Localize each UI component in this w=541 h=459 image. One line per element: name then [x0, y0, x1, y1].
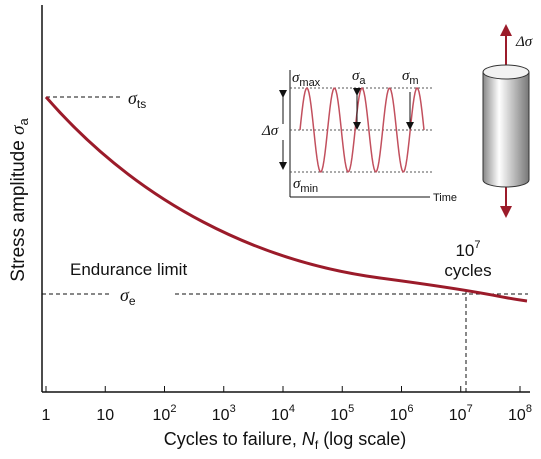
text: (log scale) — [318, 429, 406, 449]
superscript: 5 — [348, 403, 354, 415]
sigma-m: σm — [402, 68, 419, 87]
symbol: σ — [120, 285, 130, 305]
text: Cycles to failure, — [164, 429, 302, 449]
symbol: σ — [8, 125, 29, 135]
subscript: a — [359, 75, 366, 87]
subscript: f — [315, 438, 319, 452]
x-axis-label: Cycles to failure, Nf (log scale) — [164, 429, 406, 452]
base: 10 — [449, 407, 467, 424]
x-tick-label: 1 — [42, 407, 51, 424]
specimen-delta-sigma: Δσ — [515, 34, 533, 50]
time-label: Time — [433, 192, 457, 204]
stress-wave — [299, 86, 425, 173]
symbol: σ — [402, 68, 410, 84]
cylinder-body — [482, 71, 530, 188]
sigma-ts-label: σts — [128, 88, 146, 111]
symbol: σ — [292, 70, 300, 86]
x-tick-label: 105 — [330, 403, 354, 424]
symbol: σ — [128, 88, 138, 108]
sn-curve — [44, 96, 528, 303]
x-tick-label: 106 — [390, 403, 414, 424]
x-tick-label: 103 — [212, 403, 236, 424]
subscript: max — [299, 77, 320, 89]
superscript: 7 — [467, 403, 473, 415]
symbol: N — [302, 429, 316, 449]
subscript: ts — [137, 97, 146, 111]
symbol: σ — [293, 176, 301, 192]
x-tick-label: 108 — [508, 403, 532, 424]
delta-sigma: Δσ — [261, 123, 279, 139]
subscript: min — [300, 183, 318, 195]
cylinder-top — [482, 64, 530, 80]
superscript: 6 — [407, 403, 413, 415]
x-tick-label: 104 — [271, 403, 295, 424]
inset: σmax σa σm Δσ σmin Time — [261, 68, 457, 204]
symbol: σ — [352, 68, 360, 84]
text: Stress amplitude — [8, 135, 29, 282]
base: 1 — [42, 407, 51, 424]
base: 10 — [508, 407, 526, 424]
x-ticks: 1 10 102 103 104 105 106 107 108 — [42, 386, 532, 424]
cycles-label: 107 — [455, 239, 480, 260]
base: 10 — [153, 407, 171, 424]
base: 10 — [271, 407, 289, 424]
base: 10 — [212, 407, 230, 424]
cycles-label: cycles — [444, 261, 491, 280]
endurance-label: Endurance limit — [70, 260, 187, 279]
superscript: 8 — [526, 403, 532, 415]
superscript: 3 — [230, 403, 236, 415]
base: 10 — [390, 407, 408, 424]
base: 10 — [96, 407, 114, 424]
subscript: m — [409, 75, 418, 87]
sigma-max: σmax — [292, 70, 321, 89]
base: 10 — [330, 407, 348, 424]
specimen: Δσ — [482, 24, 533, 218]
y-axis-label: Stress amplitude σa — [8, 118, 31, 282]
superscript: 2 — [170, 403, 176, 415]
superscript: 7 — [474, 239, 480, 251]
x-tick-label: 10 — [96, 407, 114, 424]
x-tick-label: 102 — [153, 403, 177, 424]
base: 10 — [455, 241, 474, 260]
superscript: 4 — [289, 403, 295, 415]
subscript: e — [129, 294, 136, 308]
subscript: a — [16, 118, 31, 126]
sigma-a: σa — [352, 68, 366, 87]
sigma-min: σmin — [293, 176, 318, 195]
sigma-e-label: σe — [120, 285, 136, 308]
x-tick-label: 107 — [449, 403, 473, 424]
